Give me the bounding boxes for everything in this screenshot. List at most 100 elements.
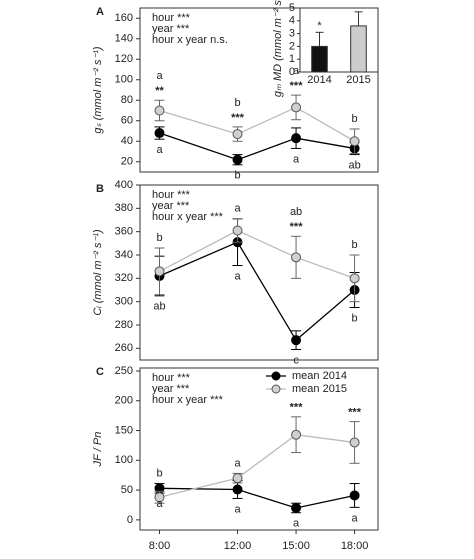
significance-letter: b [352,239,358,251]
legend-label: mean 2014 [292,370,347,382]
significance-stars: *** [348,407,362,419]
significance-letter: ab [153,301,165,313]
significance-letter: ab [290,206,302,218]
y-tick-label: 150 [115,424,133,436]
significance-letter: b [156,232,162,244]
significance-letter: a [293,153,300,165]
y-axis-label: Cᵢ (mmol m⁻² s⁻¹) [92,229,104,316]
y-tick-label: 100 [115,74,133,86]
y-tick-label: 400 [115,179,133,191]
y-tick-label: 360 [115,226,133,238]
significance-letter: b [352,312,358,324]
significance-letter: a [234,270,241,282]
y-axis-label: JF / Pn [92,432,104,468]
y-tick-label: 0 [289,66,295,78]
significance-letter: a [234,457,241,469]
significance-letter: b [352,113,358,125]
error-bar [354,11,363,26]
point [291,502,302,513]
point [349,437,360,448]
y-tick-label: 140 [115,33,133,45]
point [232,484,243,495]
legend-marker [271,384,281,394]
point [349,136,360,147]
y-tick-label: 20 [121,156,133,168]
annotation: year *** [152,200,190,212]
significance-letter: b [156,467,162,479]
annotation: hour *** [152,189,191,201]
y-tick-label: 120 [115,53,133,65]
y-tick-label: 260 [115,342,133,354]
y-tick-label: 0 [127,514,133,526]
point [232,225,243,236]
x-tick-label: 2015 [346,74,370,86]
annotation: year *** [152,23,190,35]
annotation: hour *** [152,372,191,384]
annotation: hour *** [152,12,191,24]
significance-stars: *** [231,112,245,124]
series-line [159,241,356,342]
x-tick-label: 8:00 [149,540,170,552]
significance-stars: * [317,20,322,32]
significance-letter: a [352,512,359,524]
point [154,492,165,503]
plot-frame [139,7,379,173]
x-tick-label: 12:00 [224,540,252,552]
y-tick-label: 3 [289,28,295,40]
significance-stars: *** [290,221,304,233]
point [291,133,302,144]
plot-frame [139,367,379,531]
x-tick-label: 18:00 [341,540,369,552]
point [232,473,243,484]
significance-letter: a [234,203,241,215]
y-tick-label: 320 [115,272,133,284]
point [232,154,243,165]
significance-letter: a [156,144,163,156]
y-tick-label: 80 [121,94,133,106]
point [291,429,302,440]
y-tick-label: 380 [115,202,133,214]
series-line [159,132,355,161]
series-line [159,229,355,279]
panel-label: C [96,366,104,378]
y-tick-label: 300 [115,296,133,308]
y-tick-label: 5 [289,2,295,14]
bar [311,45,328,73]
y-tick-label: 250 [115,365,133,377]
significance-stars: ** [155,85,164,97]
plot-frame [139,184,379,361]
y-axis-label: gₛ (mmol m⁻² s⁻¹) [92,46,104,134]
point [154,128,165,139]
annotation: hour x year n.s. [152,34,228,46]
y-tick-label: 2 [289,40,295,52]
point [291,252,302,263]
y-tick-label: 1 [289,53,295,65]
y-tick-label: 280 [115,319,133,331]
series-line [159,487,355,509]
significance-letter: ab [348,159,360,171]
series-line [159,106,355,142]
significance-letter: a [293,518,300,530]
point [154,266,165,277]
significance-stars: *** [290,80,304,92]
panel-label: A [96,6,104,18]
bar [350,25,367,73]
significance-letter: b [234,170,240,182]
annotation: hour x year *** [152,211,224,223]
y-tick-label: 4 [289,15,295,27]
series-line [159,434,355,498]
significance-stars: *** [290,402,304,414]
y-tick-label: 100 [115,454,133,466]
y-tick-label: 40 [121,135,133,147]
point [349,490,360,501]
y-tick-label: 200 [115,395,133,407]
panel-label: B [96,183,104,195]
significance-letter: a [156,498,163,510]
legend-marker [271,371,281,381]
significance-letter: a [156,70,163,82]
point [291,102,302,113]
legend-label: mean 2015 [292,383,347,395]
annotation: year *** [152,383,190,395]
point [232,129,243,140]
